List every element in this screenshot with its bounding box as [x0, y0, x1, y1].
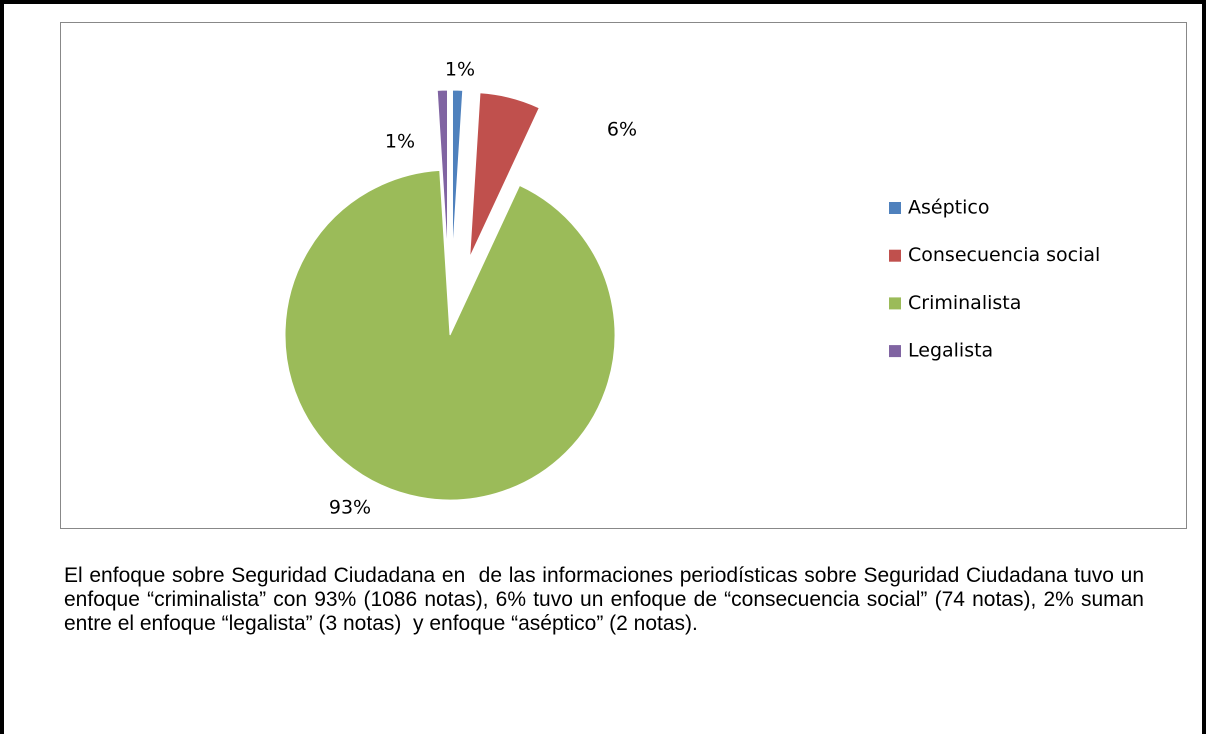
data-label: 1%	[385, 131, 415, 153]
pie-slice	[469, 92, 540, 258]
chart-frame	[60, 22, 1187, 529]
legend-label: Consecuencia social	[908, 244, 1100, 266]
legend-swatch	[889, 345, 901, 358]
caption: El enfoque sobre Seguridad Ciudadana en …	[64, 564, 1150, 635]
data-label: 93%	[329, 497, 371, 519]
legend-swatch	[889, 297, 901, 310]
legend-swatch	[889, 249, 901, 262]
pie-slice	[436, 89, 449, 256]
pie-slice	[451, 89, 464, 256]
data-label: 6%	[607, 119, 637, 141]
legend-label: Aséptico	[908, 197, 989, 219]
legend-label: Criminalista	[908, 292, 1021, 314]
legend-swatch	[889, 202, 901, 214]
legend-label: Legalista	[908, 340, 993, 362]
data-label: 1%	[445, 59, 475, 81]
pie-slice	[284, 169, 616, 501]
